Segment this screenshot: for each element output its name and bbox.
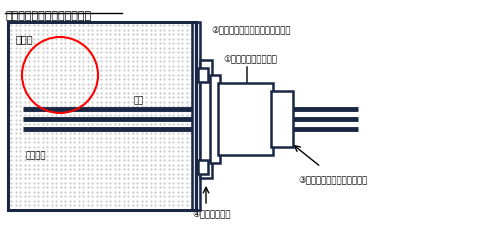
Bar — [198, 160, 208, 174]
Text: ねじ: ねじ — [134, 96, 144, 105]
Bar — [271, 91, 293, 147]
Text: ②装置とコネクタの取付面の防水: ②装置とコネクタの取付面の防水 — [211, 25, 290, 34]
Bar — [210, 75, 220, 163]
Bar — [218, 83, 273, 155]
Bar — [8, 22, 196, 210]
Text: ③ケーブルエントリ部の防水: ③ケーブルエントリ部の防水 — [298, 175, 367, 184]
Text: コネクタ嵌合時のイメージ図: コネクタ嵌合時のイメージ図 — [5, 11, 91, 21]
Text: ④嵌合面の防水: ④嵌合面の防水 — [192, 210, 231, 219]
Text: 装置側: 装置側 — [16, 34, 34, 44]
Bar — [198, 68, 208, 82]
Text: ①コネクタ本体の防水: ①コネクタ本体の防水 — [223, 55, 277, 64]
Bar — [192, 22, 200, 210]
Bar — [200, 60, 212, 178]
Text: ケーブル: ケーブル — [26, 151, 46, 160]
